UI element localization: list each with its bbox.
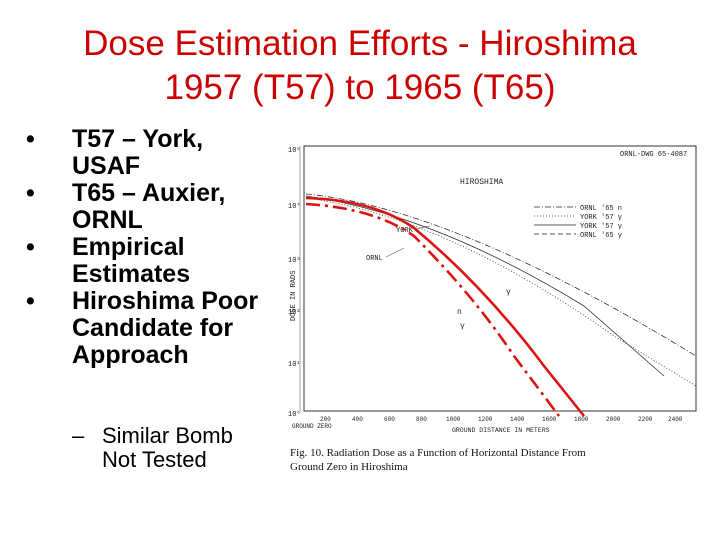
bullet-list: • T57 – York, USAF • T65 – Auxier, ORNL • E… (26, 126, 266, 369)
y-tick: 10⁵ (288, 147, 301, 155)
bullet-marker: • (26, 179, 35, 207)
legend-label: YORK '57 γ (580, 214, 622, 222)
bullet-item-empirical: • Empirical Estimates (26, 234, 266, 288)
annotation-gamma-upper: γ (506, 288, 511, 297)
x-tick: 1400 (510, 416, 525, 423)
x-tick: 400 (352, 416, 363, 423)
bullet-text: Empirical Estimates (72, 233, 191, 288)
curve-ornl65-n (305, 193, 697, 357)
plot-frame (303, 145, 697, 412)
title-line-1: Dose Estimation Efforts - Hiroshima (83, 24, 637, 63)
y-axis-label: DOSE IN RADS (290, 271, 298, 321)
annotation-leader (385, 247, 405, 258)
red-curve-solid (305, 196, 586, 417)
bullet-marker: • (26, 233, 35, 261)
bullet-marker: • (26, 287, 35, 315)
annotation-leader (415, 225, 431, 230)
red-curve-dashed (305, 202, 561, 417)
x-tick: 200 (320, 416, 331, 423)
bullet-text: Hiroshima Poor Candidate for Approach (72, 287, 259, 369)
legend-label: ORNL '65 n (580, 205, 622, 213)
x-axis-ticks: 200 400 600 800 1000 1200 1400 1600 1800… (320, 416, 683, 423)
panel-label: HIROSHIMA (460, 178, 503, 187)
y-tick: 10⁰ (288, 410, 301, 419)
x-tick: 2400 (668, 416, 683, 423)
legend-label: YORK '57 γ (580, 223, 622, 231)
slide-title: Dose Estimation Efforts - Hiroshima 1957… (0, 22, 720, 110)
x-tick: 800 (416, 416, 427, 423)
sub-bullet-item: – Similar Bomb Not Tested (72, 424, 272, 472)
bullet-item-t57: • T57 – York, USAF (26, 126, 266, 180)
y-tick: 10³ (288, 257, 301, 265)
annotation-gamma-lower: γ (460, 322, 465, 331)
sub-bullet-text: Similar Bomb Not Tested (102, 423, 233, 472)
bullet-text: T65 – Auxier, ORNL (72, 179, 226, 234)
bullet-item-hiroshima: • Hiroshima Poor Candidate for Approach (26, 288, 266, 369)
curve-york57-dotted (305, 197, 697, 387)
y-axis-ticks: 10⁵ 10⁴ 10³ 10² 10¹ 10⁰ (288, 147, 301, 419)
x-tick: 1800 (574, 416, 589, 423)
sub-bullet-list: – Similar Bomb Not Tested (72, 424, 272, 472)
x-axis-label: GROUND DISTANCE IN METERS (452, 427, 550, 434)
x-tick: 1200 (478, 416, 493, 423)
x-tick: 1600 (542, 416, 557, 423)
title-line-2: 1957 (T57) to 1965 (T65) (164, 68, 556, 107)
sub-bullet-marker: – (72, 423, 85, 448)
legend-label: ORNL '65 γ (580, 232, 622, 240)
dose-graph-svg: 10⁵ 10⁴ 10³ 10² 10¹ 10⁰ DOSE IN RADS ORN… (288, 145, 697, 473)
figure-caption-line-2: Ground Zero in Hiroshima (290, 461, 408, 473)
figure-caption-line-1: Fig. 10. Radiation Dose as a Function of… (290, 447, 586, 459)
x-ground-zero: GROUND ZERO (292, 423, 332, 430)
x-tick: 2200 (638, 416, 653, 423)
bullet-text: T57 – York, USAF (72, 125, 204, 180)
y-tick: 10⁴ (288, 203, 301, 211)
x-tick: 600 (384, 416, 395, 423)
annotation-n: n (457, 308, 462, 317)
x-tick: 1000 (446, 416, 461, 423)
annotation-ornl: ORNL (366, 255, 383, 263)
dose-figure: 10⁵ 10⁴ 10³ 10² 10¹ 10⁰ DOSE IN RADS ORN… (284, 136, 704, 481)
annotation-york: YORK (396, 227, 414, 235)
bullet-marker: • (26, 125, 35, 153)
x-tick: 2000 (606, 416, 621, 423)
y-tick: 10¹ (288, 361, 301, 369)
doc-id: ORNL-DWG 65-4087 (620, 151, 687, 159)
legend: ORNL '65 n YORK '57 γ YORK '57 γ ORNL '6… (534, 205, 622, 240)
y-tick: 10² (288, 309, 301, 317)
bullet-item-t65: • T65 – Auxier, ORNL (26, 180, 266, 234)
